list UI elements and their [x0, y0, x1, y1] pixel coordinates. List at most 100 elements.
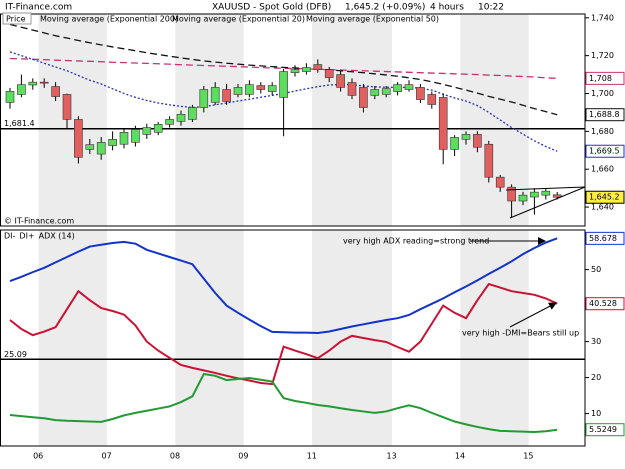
annotation: very high -DMI=Bears still up [462, 329, 579, 338]
y-tick-label: 1,700 [591, 89, 614, 98]
candle-body [142, 127, 152, 135]
candle-body [393, 84, 402, 92]
value-badge-label: 1,688.8 [589, 110, 620, 119]
candle-body [245, 84, 254, 95]
day-band [38, 230, 107, 446]
candle-body [336, 74, 345, 88]
candle-body [256, 85, 266, 90]
x-tick-label: 11 [307, 452, 317, 461]
y-tick-label: 1,640 [591, 203, 614, 212]
candle-body [210, 87, 220, 103]
day-band [312, 14, 392, 226]
value-badge-label: 40.528 [589, 299, 617, 308]
series-line [9, 51, 558, 152]
y-tick-label: 20 [591, 373, 601, 382]
candle-body [85, 144, 95, 150]
candle-body [74, 119, 83, 158]
candle-body [188, 107, 197, 120]
legend-entry: Moving average (Exponential 200) [40, 15, 178, 24]
candle-body [28, 81, 38, 86]
day-band [460, 230, 529, 446]
candle-body [267, 85, 277, 92]
value-badge [585, 71, 625, 85]
x-tick-label: 08 [170, 452, 180, 461]
candle-body [450, 137, 459, 150]
legend-entry: Moving average (Exponential 20) [172, 15, 305, 24]
y-label-box [2, 12, 32, 25]
candle-body [461, 134, 471, 140]
candle-body [359, 87, 368, 108]
y-tick-label: 1,740 [591, 13, 614, 22]
day-band [460, 14, 529, 226]
candle-body [370, 89, 380, 96]
value-badge-label: 1,645.2 [589, 193, 620, 202]
value-badge-label: 5.5249 [589, 425, 617, 434]
candle-body [507, 186, 516, 202]
candle-body [552, 194, 562, 198]
x-tick-label: 15 [523, 452, 533, 461]
series-line [9, 237, 558, 334]
candle-body [176, 114, 186, 122]
x-tick-label: 09 [238, 452, 248, 461]
value-badge-label: 1,669.5 [589, 147, 620, 156]
candle-body [199, 89, 209, 108]
candle-body [313, 64, 323, 70]
y-tick-label: 30 [591, 337, 601, 346]
x-tick-label: 06 [33, 452, 43, 461]
x-tick-label: 14 [455, 452, 465, 461]
candle-body [530, 191, 539, 198]
candle-body [518, 194, 528, 202]
panel-frame [0, 229, 586, 447]
legend-entry: DI- [4, 232, 16, 241]
candle-body [484, 143, 494, 178]
y-axis-label: Price [6, 15, 26, 24]
legend-entry: Moving average (Exponential 50) [306, 15, 439, 24]
candle-body [541, 190, 551, 196]
value-badge [585, 144, 625, 158]
value-badge [585, 231, 625, 245]
chart-title: XAUUSD - Spot Gold (DFB) [212, 3, 331, 13]
candle-body [119, 132, 129, 145]
day-band [312, 230, 392, 446]
quote: 1,645.2 (+0.09%) [345, 3, 425, 13]
candle-body [233, 87, 243, 95]
value-badge [585, 423, 625, 437]
y-tick-label: 1,680 [591, 127, 614, 136]
series-line [9, 372, 558, 433]
day-band [38, 14, 107, 226]
series-line [9, 57, 558, 80]
x-tick-label: 13 [387, 452, 397, 461]
candle-body [108, 139, 117, 146]
value-badge-label: 1,708 [589, 74, 612, 83]
legend-entry: ADX (14) [39, 232, 75, 241]
y-tick-label: 1,660 [591, 165, 614, 174]
day-band [175, 14, 244, 226]
level-label: 25.09 [4, 350, 27, 359]
series-line [9, 23, 558, 116]
site-name: IT-Finance.com [5, 3, 72, 13]
value-badge [585, 108, 625, 122]
y-tick-label: 50 [591, 265, 601, 274]
candle-body [5, 91, 15, 103]
candle-body [473, 134, 482, 148]
candle-body [62, 94, 72, 120]
pattern-drawing [505, 186, 586, 219]
candle-body [131, 129, 140, 143]
series-line [9, 282, 558, 386]
candle-body [427, 94, 437, 105]
candle-body [222, 89, 231, 102]
candle-body [165, 119, 174, 125]
candle-body [381, 88, 391, 95]
y-tick-label: 1,720 [591, 51, 614, 60]
watermark: © IT-Finance.com [4, 217, 74, 226]
legend-entry: DI+ [19, 232, 34, 241]
candle-body [290, 69, 300, 73]
candle-body [404, 84, 414, 90]
candle-body [96, 142, 106, 155]
y-tick-label: 10 [591, 409, 601, 418]
candle-body [416, 87, 425, 100]
candle-body [17, 84, 26, 95]
candle-body [153, 124, 163, 133]
annotation: very high ADX reading=strong trend [343, 237, 489, 246]
value-badge [585, 190, 625, 204]
